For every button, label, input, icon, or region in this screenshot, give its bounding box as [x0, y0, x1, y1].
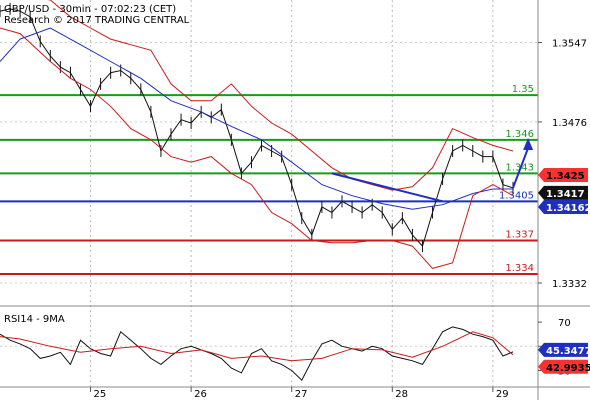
price-line: [0, 8, 514, 248]
x-tick-label: 26: [194, 389, 207, 400]
value-badge-label: 42.9935: [546, 363, 590, 374]
value-badge: [538, 167, 588, 182]
level-label: 1.346: [505, 129, 534, 140]
price-tick-label: 1.3547: [552, 39, 587, 50]
chart-subtitle: Research © 2017 TRADING CENTRAL: [4, 15, 190, 26]
rsi-line: [0, 326, 514, 382]
trendline: [331, 172, 443, 203]
x-tick-label: 27: [295, 389, 308, 400]
x-tick-label: 28: [395, 389, 408, 400]
price-series: [0, 0, 534, 269]
value-badge: [538, 342, 588, 357]
rsi-panel: [0, 326, 514, 382]
value-badge-label: 1.3417: [546, 189, 585, 200]
level-label: 1.35: [512, 84, 534, 95]
x-tick-label: 25: [94, 389, 107, 400]
bollinger-band-line: [47, 0, 514, 191]
value-badge: [538, 200, 588, 215]
value-badge: [538, 185, 588, 200]
value-badges: 1.3425 1.3417 1.34162 45.3477 42.9935: [538, 167, 590, 374]
price-tick-label: 1.3332: [552, 279, 587, 290]
rsi-panel-title: RSI14 - 9MA: [4, 314, 65, 325]
level-label: 1.3405: [499, 190, 534, 201]
bollinger-band-line: [0, 27, 514, 269]
forecast-arrow-shaft: [512, 147, 530, 189]
chart-title: GBP/USD - 30min - 07:02:23 (CET): [4, 4, 176, 15]
level-label: 1.334: [505, 263, 534, 274]
value-badge-label: 45.3477: [546, 346, 590, 357]
value-badge-label: 1.34162: [546, 203, 590, 214]
value-badge: [538, 359, 588, 374]
rsi_ma-line: [0, 331, 514, 362]
forecast-arrow-head: [523, 138, 534, 151]
rsi-tick-label: 70: [558, 318, 571, 329]
value-badge-label: 1.3425: [546, 171, 585, 182]
price-tick-label: 1.3476: [552, 118, 587, 129]
x-tick-label: 29: [496, 389, 509, 400]
level-label: 1.337: [505, 229, 534, 240]
moving-average-line: [0, 27, 513, 210]
